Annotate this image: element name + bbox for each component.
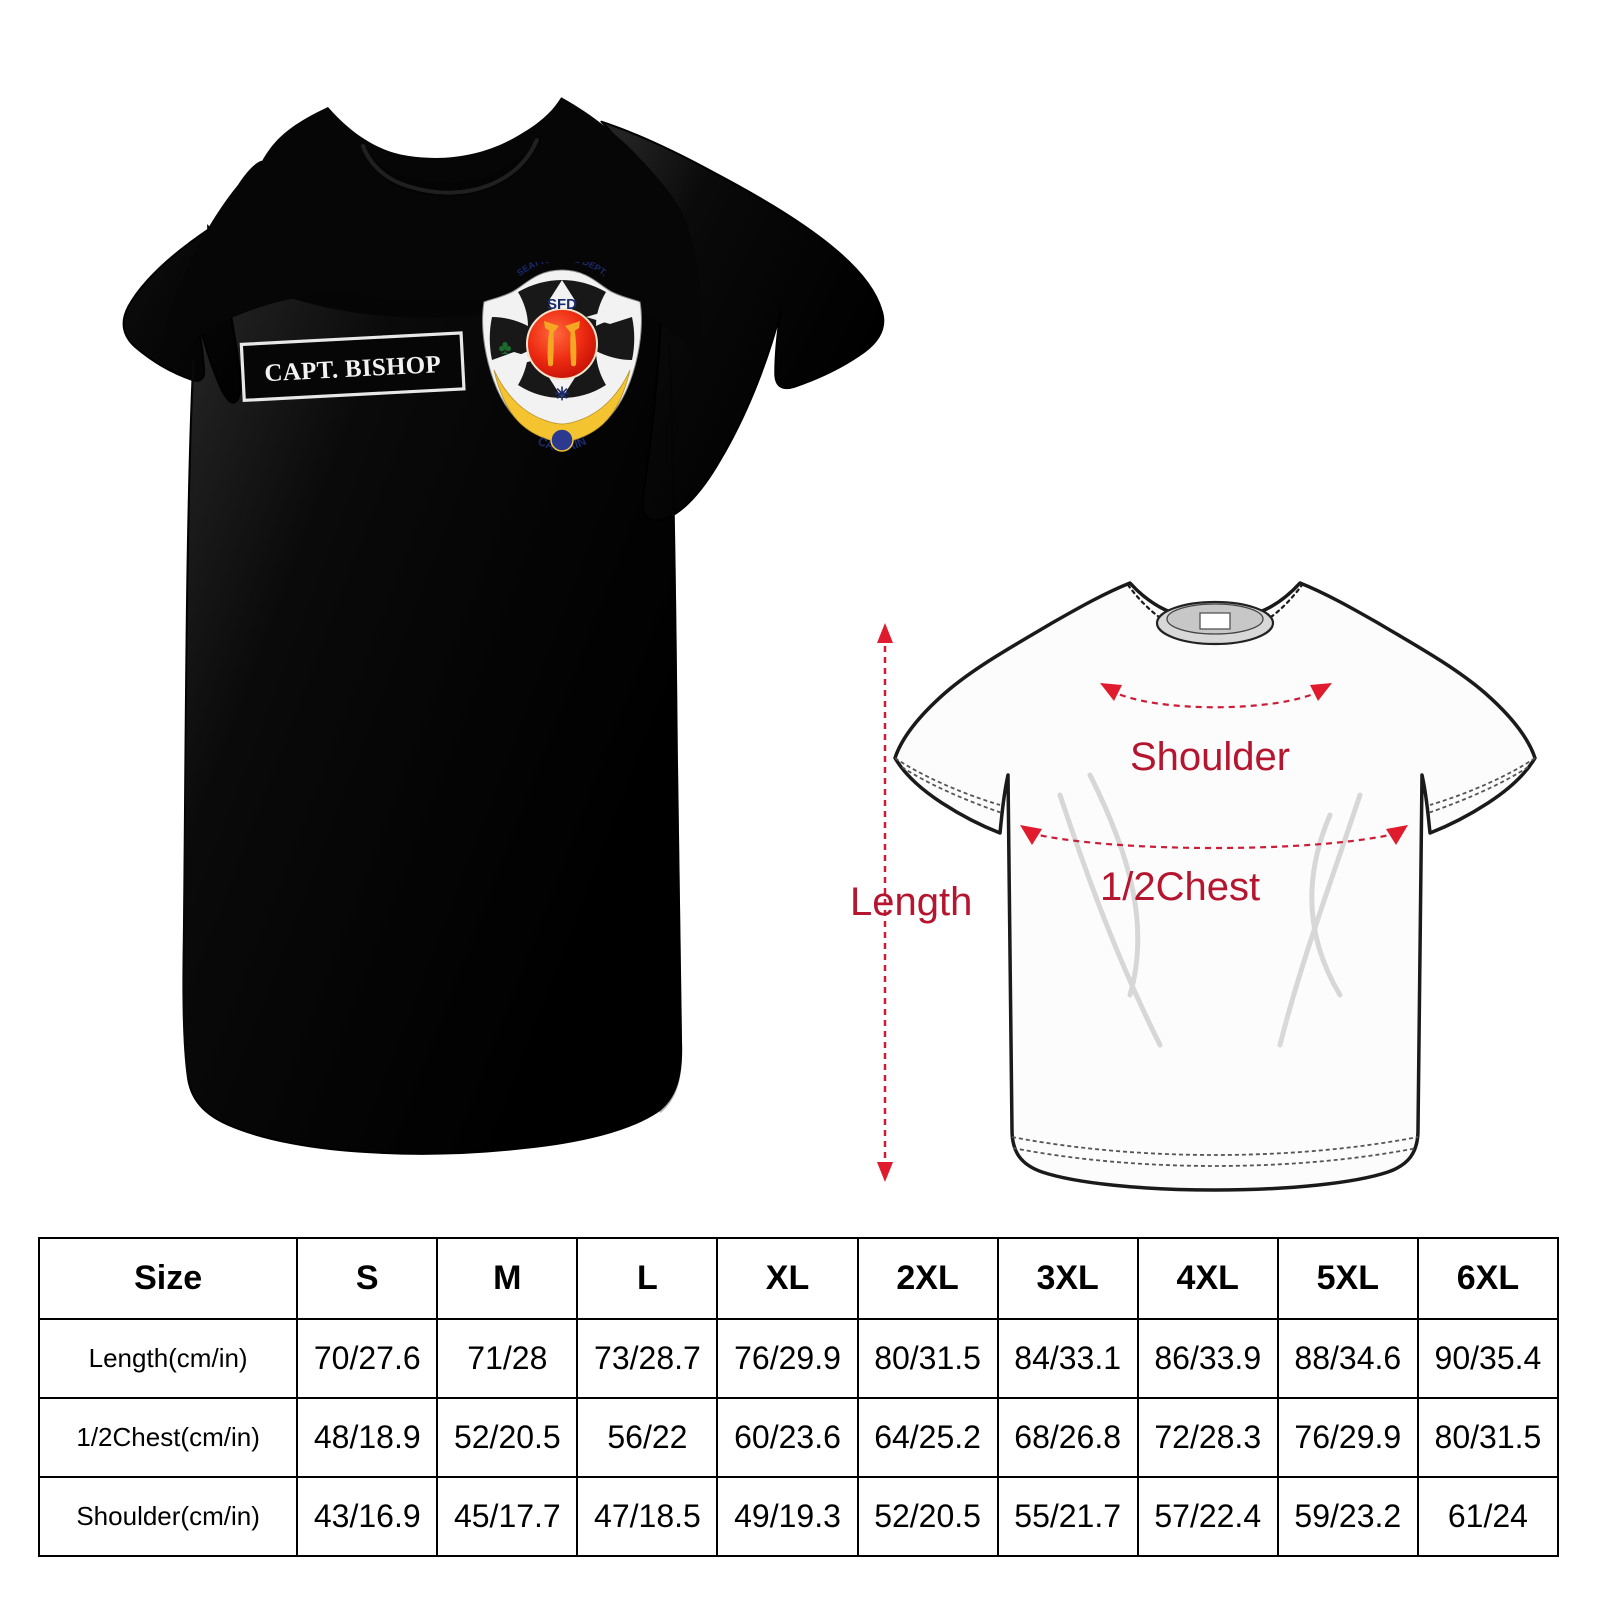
svg-text:✳: ✳ bbox=[554, 384, 569, 404]
svg-text:SFD: SFD bbox=[547, 296, 577, 313]
svg-text:♣: ♣ bbox=[498, 337, 511, 359]
svg-text:1/2Chest: 1/2Chest bbox=[1100, 865, 1260, 909]
svg-text:Shoulder: Shoulder bbox=[1130, 735, 1290, 779]
svg-text:Length: Length bbox=[850, 880, 972, 924]
